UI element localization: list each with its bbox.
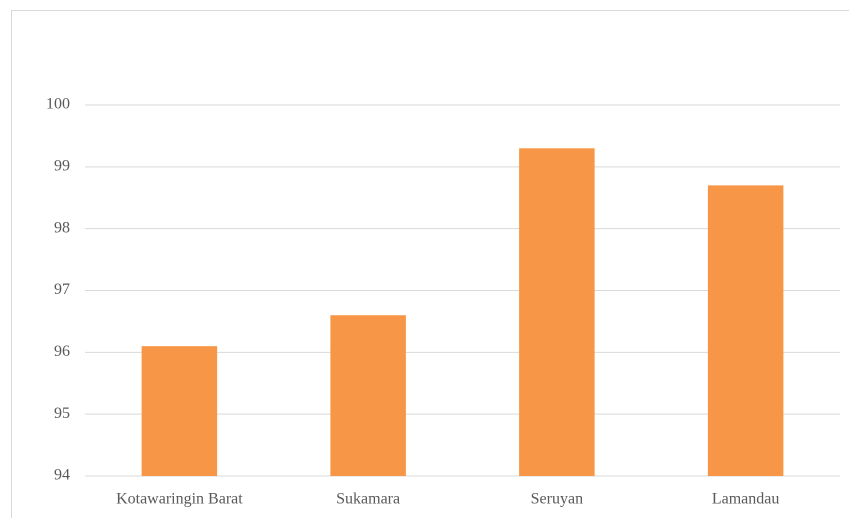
y-tick-label: 99 [54,158,70,175]
bar [519,148,595,477]
x-tick-label: Seruyan [531,491,583,508]
x-tick-label: Kotawaringin Barat [116,491,243,508]
y-tick-label: 100 [46,96,70,113]
x-tick-label: Lamandau [712,491,780,508]
bar [141,346,218,476]
y-tick-label: 95 [54,405,70,422]
bar [330,315,406,476]
y-tick-label: 97 [54,281,70,298]
y-tick-label: 96 [54,343,70,360]
bar [707,185,784,476]
x-tick-label: Sukamara [336,491,400,508]
y-tick-label: 98 [54,219,70,236]
y-tick-label: 94 [54,467,70,484]
